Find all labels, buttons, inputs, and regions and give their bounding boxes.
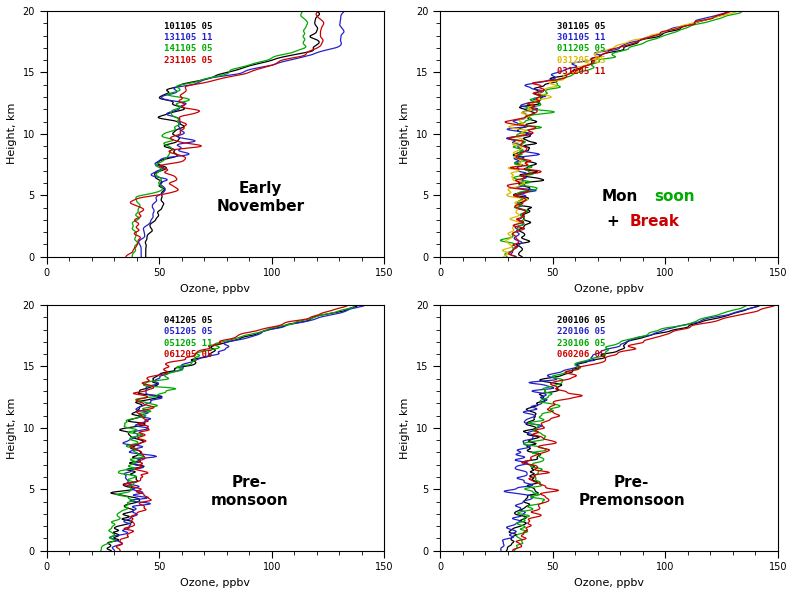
Text: 051205 05: 051205 05 xyxy=(164,327,212,336)
Text: 220106 05: 220106 05 xyxy=(557,327,606,336)
Text: Pre-
Premonsoon: Pre- Premonsoon xyxy=(578,475,685,508)
Text: 301105 05: 301105 05 xyxy=(557,23,606,32)
Text: 051205 11: 051205 11 xyxy=(164,339,212,347)
Text: 231105 05: 231105 05 xyxy=(164,55,212,64)
Text: 101105 05: 101105 05 xyxy=(164,23,212,32)
Y-axis label: Height, km: Height, km xyxy=(7,397,17,459)
Text: 301105 11: 301105 11 xyxy=(557,33,606,42)
Text: 041205 05: 041205 05 xyxy=(164,317,212,325)
X-axis label: Ozone, ppbv: Ozone, ppbv xyxy=(574,578,644,588)
Text: 200106 05: 200106 05 xyxy=(557,317,606,325)
Text: +: + xyxy=(607,214,625,229)
Text: Early
November: Early November xyxy=(217,181,305,214)
Y-axis label: Height, km: Height, km xyxy=(400,103,410,164)
Text: Break: Break xyxy=(630,214,679,229)
Text: 061205 05: 061205 05 xyxy=(164,350,212,359)
Text: 141105 05: 141105 05 xyxy=(164,45,212,54)
Text: Mon: Mon xyxy=(602,189,638,204)
Text: soon: soon xyxy=(654,189,695,204)
Text: 031205 05: 031205 05 xyxy=(557,55,606,64)
Text: 060206 05: 060206 05 xyxy=(557,350,606,359)
Text: 031205 11: 031205 11 xyxy=(557,67,606,76)
Text: 131105 11: 131105 11 xyxy=(164,33,212,42)
X-axis label: Ozone, ppbv: Ozone, ppbv xyxy=(180,284,250,294)
Y-axis label: Height, km: Height, km xyxy=(400,397,410,459)
Text: 011205 05: 011205 05 xyxy=(557,45,606,54)
Text: Pre-
monsoon: Pre- monsoon xyxy=(210,475,288,508)
X-axis label: Ozone, ppbv: Ozone, ppbv xyxy=(574,284,644,294)
X-axis label: Ozone, ppbv: Ozone, ppbv xyxy=(180,578,250,588)
Y-axis label: Height, km: Height, km xyxy=(7,103,17,164)
Text: 230106 05: 230106 05 xyxy=(557,339,606,347)
